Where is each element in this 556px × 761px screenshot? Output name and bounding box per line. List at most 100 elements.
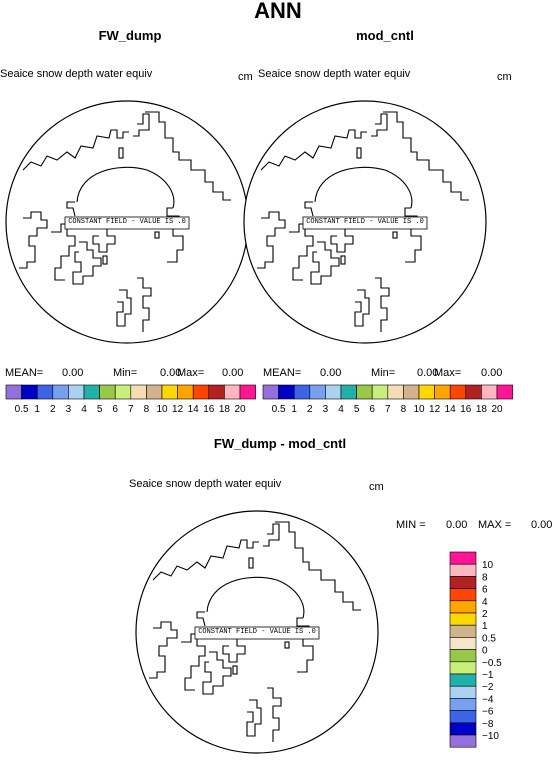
- min-value-fw-dump: 0.00: [160, 367, 182, 379]
- colorbar-fw-dump-tick-label: 4: [81, 404, 87, 415]
- map-diff: [135, 510, 379, 754]
- colorbar-diff-tick-label: 1: [482, 621, 488, 632]
- colorbar-fw-dump-tick-label: 6: [112, 404, 118, 415]
- colorbar-diff-swatch: [449, 734, 477, 748]
- colorbar-diff-swatch: [449, 722, 477, 736]
- colorbar-fw-dump-tick-label: 18: [219, 404, 231, 415]
- colorbar-diff-tick-label: 8: [482, 572, 488, 583]
- max-value-diff: 0.00: [531, 519, 553, 531]
- max-label-mod-cntl: Max=: [434, 367, 462, 379]
- colorbar-fw-dump-tick-label: 12: [172, 404, 184, 415]
- colorbar-fw-dump-tick-label: 2: [50, 404, 56, 415]
- colorbar-fw-dump: 0.5 1 2 3 4 5 6 7 8 10 12 14 16 18 20: [5, 384, 256, 415]
- colorbar-fw-dump-swatch: [36, 384, 54, 400]
- colorbar-diff-tick-label: 0.5: [482, 633, 496, 644]
- colorbar-mod-cntl-swatch: [293, 384, 311, 400]
- colorbar-diff-tick-label: 4: [482, 597, 488, 608]
- max-label-fw-dump: Max=: [177, 367, 205, 379]
- colorbar-fw-dump-swatch: [161, 384, 178, 400]
- colorbar-fw-dump-swatch: [68, 384, 85, 400]
- colorbar-fw-dump-swatch: [224, 384, 241, 400]
- colorbar-fw-dump-tick-label: 5: [97, 404, 103, 415]
- page-title: ANN: [254, 0, 302, 23]
- colorbar-fw-dump-swatch: [130, 384, 147, 400]
- colorbar-mod-cntl-swatch: [371, 384, 389, 400]
- colorbar-diff-tick-label: −2: [482, 682, 494, 693]
- colorbar-fw-dump-tick-label: 10: [156, 404, 168, 415]
- units-label-fw-dump: cm: [238, 71, 253, 83]
- colorbar-fw-dump-swatch: [192, 384, 210, 400]
- colorbar-diff-tick-label: 10: [482, 560, 494, 571]
- colorbar-diff-tick-label: 0: [482, 646, 488, 657]
- colorbar-mod-cntl-swatch: [449, 384, 467, 400]
- colorbar-mod-cntl-swatch: [262, 384, 279, 400]
- colorbar-mod-cntl-tick-label: 3: [323, 404, 329, 415]
- mean-value-mod-cntl: 0.00: [320, 367, 342, 379]
- max-label-diff: MAX =: [478, 519, 512, 531]
- colorbar-diff-tick-label: 6: [482, 585, 488, 596]
- colorbar-diff-tick-label: −1: [482, 670, 494, 681]
- colorbar-diff-tick-label: 2: [482, 609, 488, 620]
- colorbar-diff-swatch: [449, 551, 477, 565]
- colorbar-mod-cntl-swatch: [481, 384, 498, 400]
- colorbar-mod-cntl-tick-label: 6: [369, 404, 375, 415]
- colorbar-fw-dump-swatch: [5, 384, 22, 400]
- units-label-diff: cm: [369, 481, 384, 493]
- colorbar-mod-cntl-swatch: [340, 384, 357, 400]
- colorbar-mod-cntl-tick-label: 10: [413, 404, 425, 415]
- colorbar-mod-cntl-tick-label: 2: [307, 404, 313, 415]
- colorbar-fw-dump-tick-label: 20: [234, 404, 246, 415]
- colorbar-fw-dump-tick-label: 0.5: [15, 404, 29, 415]
- colorbar-fw-dump-swatch: [21, 384, 38, 400]
- colorbar-mod-cntl-swatch: [325, 384, 342, 400]
- min-label-diff: MIN =: [396, 519, 426, 531]
- colorbar-diff-swatch: [449, 685, 477, 699]
- mean-label-mod-cntl: MEAN=: [263, 367, 302, 379]
- colorbar-mod-cntl-swatch: [465, 384, 482, 400]
- colorbar-fw-dump-swatch: [114, 384, 132, 400]
- colorbar-mod-cntl-swatch: [278, 384, 295, 400]
- variable-label-fw-dump: Seaice snow depth water equiv: [0, 68, 153, 80]
- constant-field-label-diff: CONSTANT FIELD - VALUE IS .0: [198, 628, 316, 636]
- colorbar-diff-swatch: [449, 588, 477, 602]
- variable-label-diff: Seaice snow depth water equiv: [129, 478, 282, 490]
- colorbar-diff-swatch: [449, 661, 477, 675]
- colorbar-mod-cntl-swatch: [496, 384, 513, 400]
- colorbar-fw-dump-swatch: [177, 384, 194, 400]
- colorbar-mod-cntl-swatch: [309, 384, 326, 400]
- colorbar-diff-tick-label: −8: [482, 719, 494, 730]
- colorbar-fw-dump-swatch: [99, 384, 116, 400]
- colorbar-diff-swatch: [449, 710, 477, 724]
- colorbar-mod-cntl-tick-label: 0.5: [272, 404, 286, 415]
- map-fw-dump: [5, 100, 249, 344]
- colorbar-mod-cntl-tick-label: 12: [429, 404, 441, 415]
- colorbar-fw-dump-swatch: [208, 384, 225, 400]
- colorbar-fw-dump-tick-label: 1: [34, 404, 40, 415]
- min-value-mod-cntl: 0.00: [417, 367, 439, 379]
- colorbar-diff-tick-label: −0.5: [482, 658, 502, 669]
- colorbar-diff-tick-label: −10: [482, 731, 499, 742]
- colorbar-fw-dump-tick-label: 16: [203, 404, 215, 415]
- constant-field-label-fw-dump: CONSTANT FIELD - VALUE IS .0: [68, 218, 186, 226]
- panel-title-fw-dump: FW_dump: [98, 28, 162, 43]
- colorbar-fw-dump-tick-label: 14: [188, 404, 200, 415]
- colorbar-fw-dump-swatch: [52, 384, 69, 400]
- colorbar-diff-swatch: [449, 612, 477, 626]
- colorbar-diff-swatch: [449, 637, 477, 650]
- colorbar-diff-swatch: [449, 698, 477, 711]
- colorbar-fw-dump-tick-label: 8: [144, 404, 150, 415]
- colorbar-diff-swatch: [449, 600, 477, 614]
- panel-title-mod-cntl: mod_cntl: [356, 28, 414, 43]
- constant-field-label-mod-cntl: CONSTANT FIELD - VALUE IS .0: [306, 218, 424, 226]
- colorbar-mod-cntl-tick-label: 4: [338, 404, 344, 415]
- colorbar-diff-swatch: [449, 624, 477, 638]
- variable-label-mod-cntl: Seaice snow depth water equiv: [258, 68, 411, 80]
- colorbar-diff-swatch: [449, 563, 477, 577]
- colorbar-mod-cntl-tick-label: 5: [354, 404, 360, 415]
- colorbar-mod-cntl-swatch: [434, 384, 451, 400]
- colorbar-diff-swatch: [449, 576, 477, 589]
- min-label-mod-cntl: Min=: [371, 367, 396, 379]
- max-value-fw-dump: 0.00: [222, 367, 244, 379]
- colorbar-fw-dump-swatch: [146, 384, 163, 400]
